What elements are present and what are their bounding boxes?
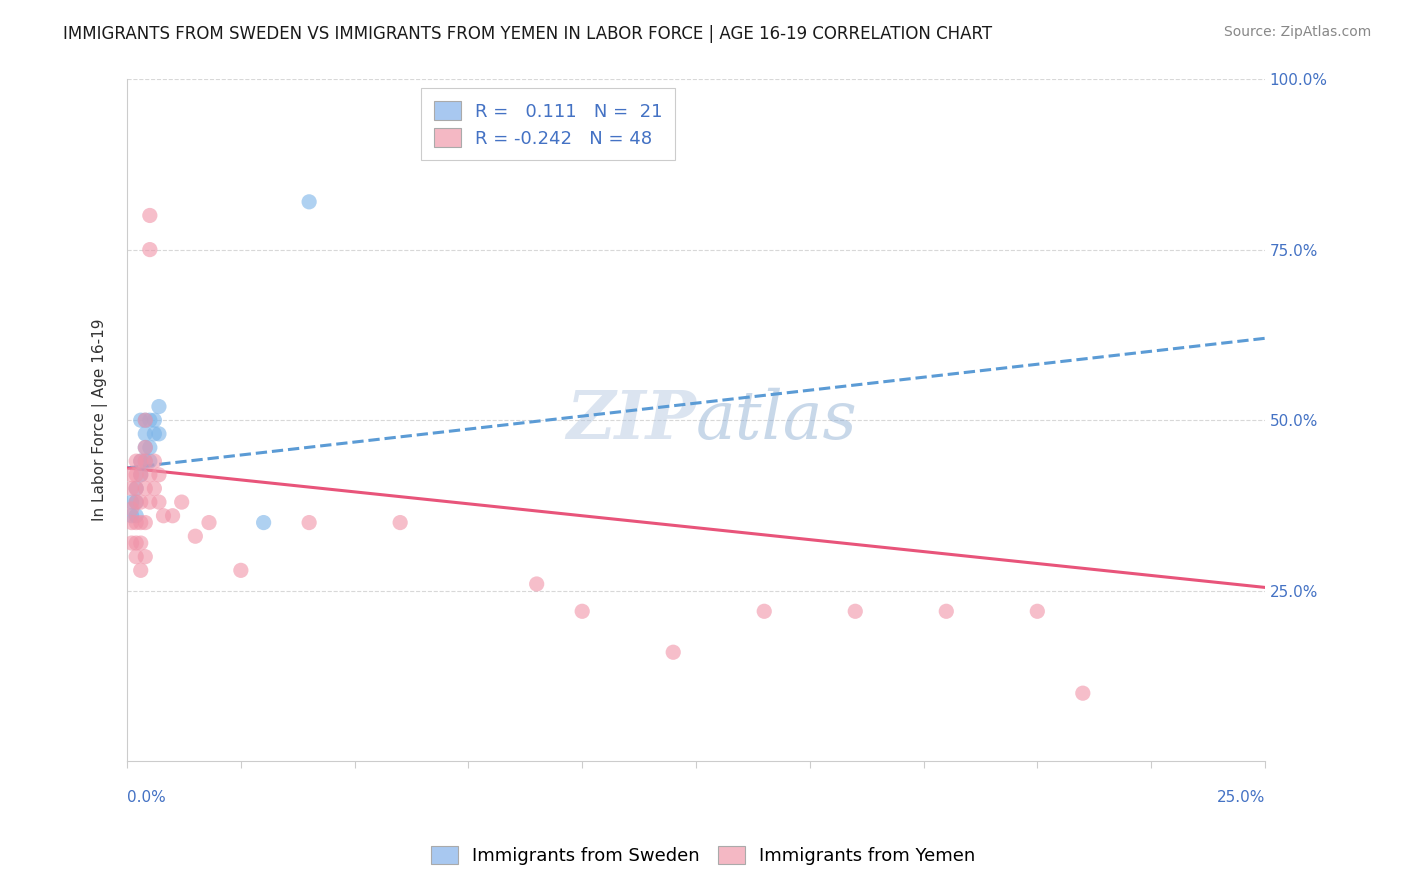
Text: Source: ZipAtlas.com: Source: ZipAtlas.com [1223, 25, 1371, 39]
Point [129, 454, 152, 468]
Point [125, 495, 148, 509]
Point [121, 467, 143, 482]
Point [134, 482, 156, 496]
Point [844, 604, 866, 618]
Point [125, 467, 148, 482]
Point [121, 495, 143, 509]
Point [125, 495, 148, 509]
Point [662, 645, 685, 659]
Point [229, 563, 252, 577]
Point [252, 516, 274, 530]
Point [129, 563, 152, 577]
Point [143, 482, 166, 496]
Point [129, 495, 152, 509]
Point [125, 516, 148, 530]
Legend: R =   0.111   N =  21, R = -0.242   N = 48: R = 0.111 N = 21, R = -0.242 N = 48 [420, 88, 675, 161]
Point [298, 194, 321, 209]
Point [754, 604, 776, 618]
Point [139, 243, 162, 257]
Point [148, 495, 170, 509]
Text: atlas: atlas [696, 387, 858, 453]
Point [184, 529, 207, 543]
Point [1071, 686, 1094, 700]
Point [129, 536, 152, 550]
Point [139, 441, 162, 455]
Point [139, 413, 162, 427]
Point [139, 495, 162, 509]
Point [134, 549, 156, 564]
Point [148, 467, 170, 482]
Point [134, 413, 156, 427]
Point [526, 577, 548, 591]
Point [125, 454, 148, 468]
Point [125, 482, 148, 496]
Point [121, 482, 143, 496]
Point [152, 508, 174, 523]
Point [129, 467, 152, 482]
Point [134, 454, 156, 468]
Point [121, 502, 143, 516]
Point [129, 413, 152, 427]
Point [134, 426, 156, 441]
Point [134, 441, 156, 455]
Point [162, 508, 184, 523]
Point [134, 516, 156, 530]
Point [121, 508, 143, 523]
Point [935, 604, 957, 618]
Point [143, 454, 166, 468]
Point [198, 516, 221, 530]
Point [1026, 604, 1049, 618]
Text: IMMIGRANTS FROM SWEDEN VS IMMIGRANTS FROM YEMEN IN LABOR FORCE | AGE 16-19 CORRE: IMMIGRANTS FROM SWEDEN VS IMMIGRANTS FRO… [63, 25, 993, 43]
Point [134, 441, 156, 455]
Point [571, 604, 593, 618]
Point [134, 454, 156, 468]
Point [170, 495, 193, 509]
Point [129, 467, 152, 482]
Point [129, 516, 152, 530]
Point [121, 516, 143, 530]
Point [148, 426, 170, 441]
Point [139, 209, 162, 223]
Point [125, 508, 148, 523]
Point [139, 467, 162, 482]
Point [121, 536, 143, 550]
Point [125, 536, 148, 550]
Point [143, 413, 166, 427]
Point [125, 482, 148, 496]
Point [143, 426, 166, 441]
Point [125, 549, 148, 564]
Point [298, 516, 321, 530]
Text: ZIP: ZIP [567, 388, 696, 453]
Point [129, 454, 152, 468]
Legend: Immigrants from Sweden, Immigrants from Yemen: Immigrants from Sweden, Immigrants from … [423, 838, 983, 872]
Point [139, 454, 162, 468]
Point [134, 413, 156, 427]
Y-axis label: In Labor Force | Age 16-19: In Labor Force | Age 16-19 [93, 319, 108, 522]
Text: 0.0%: 0.0% [127, 790, 166, 805]
Point [389, 516, 412, 530]
Point [148, 400, 170, 414]
Text: 25.0%: 25.0% [1216, 790, 1265, 805]
